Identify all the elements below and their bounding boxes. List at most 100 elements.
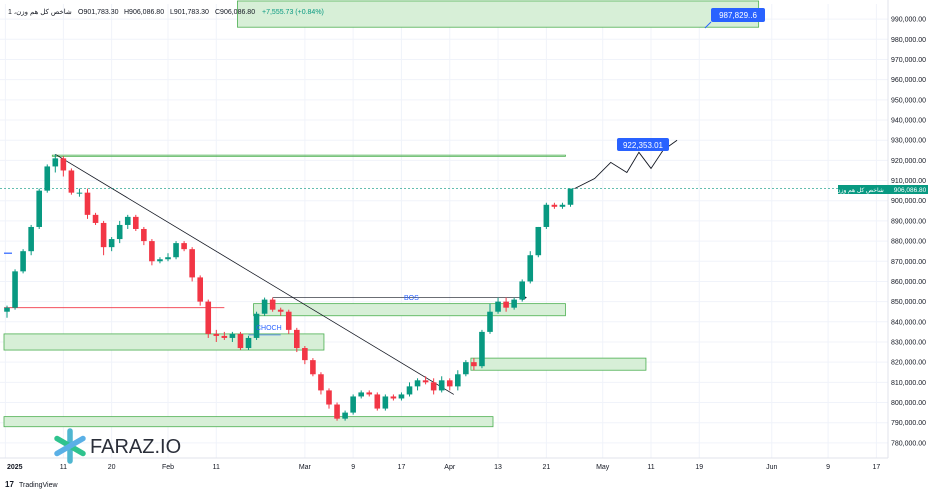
y-tick-label: 970,000.00 xyxy=(891,57,926,64)
demand-zone xyxy=(237,0,760,28)
candle-body xyxy=(567,188,574,205)
demand-zone xyxy=(3,416,494,428)
candle-body xyxy=(535,226,542,256)
choch-label: CHOCH xyxy=(256,325,282,332)
candle-body xyxy=(398,394,405,399)
target-tag-lower-label: 922,353.01 xyxy=(623,141,664,150)
y-tick-label: 980,000.00 xyxy=(891,37,926,44)
y-tick-label: 880,000.00 xyxy=(891,239,926,246)
x-tick-label: 17 xyxy=(873,464,881,471)
x-tick-label: Jun xyxy=(766,464,777,471)
candle-body xyxy=(519,281,525,300)
candle-body xyxy=(285,311,292,330)
y-tick-label: 890,000.00 xyxy=(891,218,926,225)
price-axis[interactable]: 990,000.00 980,000.00 970,000.00 960,000.00… xyxy=(887,0,926,458)
x-tick-label: 21 xyxy=(542,464,550,471)
y-tick-label: 950,000.00 xyxy=(891,97,926,104)
legend-symbol: شاخص کل هم وزن، 1 xyxy=(8,8,72,16)
candle-body xyxy=(471,362,477,367)
bos-label: BOS xyxy=(404,295,419,302)
candle-body xyxy=(221,335,228,338)
candle-body xyxy=(269,299,276,310)
y-tick-label: 810,000.00 xyxy=(891,380,926,387)
y-tick-label: 990,000.00 xyxy=(891,17,926,24)
legend-close: C906,086.80 xyxy=(215,9,255,16)
candle-body xyxy=(390,396,397,399)
demand-zone xyxy=(51,154,566,157)
candle-body xyxy=(366,392,373,395)
candle-body xyxy=(213,333,220,336)
tradingview-badge: 17 TradingView xyxy=(5,480,58,489)
candle-body xyxy=(181,243,187,250)
candle-body xyxy=(414,380,421,387)
faraz-logo: FARAZ.IO xyxy=(54,428,181,464)
candle-body xyxy=(157,259,163,262)
candle-body xyxy=(141,228,147,242)
candle-body xyxy=(76,192,83,194)
candle-body xyxy=(511,299,517,308)
candle-body xyxy=(44,166,51,191)
time-axis[interactable]: 2025 11 20 Feb 11 Mar 9 17 Apr 13 21 May 11 19 Jun 9 17 xyxy=(0,457,888,471)
candle-body xyxy=(318,374,324,391)
candle-body xyxy=(52,158,59,167)
y-tick-label: 790,000.00 xyxy=(891,420,926,427)
candle-body xyxy=(438,380,445,391)
candle-body xyxy=(446,380,453,387)
x-tick-label: 9 xyxy=(826,464,830,471)
candle-body xyxy=(116,224,123,240)
current-price-value: 906,086.80 xyxy=(894,187,927,194)
candle-body xyxy=(543,204,550,227)
y-tick-label: 780,000.00 xyxy=(891,440,926,447)
y-tick-label: 910,000.00 xyxy=(891,178,926,185)
trend-line xyxy=(55,153,454,395)
candle-body xyxy=(350,396,356,413)
candle-body xyxy=(60,158,67,171)
candle-body xyxy=(245,337,252,349)
candle-body xyxy=(382,396,389,409)
candle-body xyxy=(165,257,171,260)
y-tick-label: 960,000.00 xyxy=(891,77,926,84)
x-tick-label: Feb xyxy=(162,464,174,471)
candle-body xyxy=(406,386,413,395)
candle-body xyxy=(430,382,437,391)
candle-body xyxy=(197,277,203,302)
demand-zone xyxy=(253,303,566,317)
candle-body xyxy=(374,394,381,409)
candle-body xyxy=(503,301,509,308)
trend-lines xyxy=(0,153,838,395)
x-tick-label: 11 xyxy=(647,464,654,471)
current-price-name: شاخص کل هم وزن xyxy=(836,187,884,194)
annotations xyxy=(574,21,712,190)
candles xyxy=(4,154,574,421)
legend-high: H906,086.80 xyxy=(124,9,164,16)
candle-body xyxy=(310,360,316,375)
candle-body xyxy=(124,216,131,225)
candle-body xyxy=(108,239,115,248)
candle-body xyxy=(487,311,493,332)
legend-change: +7,555.73 (+0.84%) xyxy=(262,9,324,16)
x-tick-label: 2025 xyxy=(7,464,23,471)
x-tick-label: 13 xyxy=(494,464,502,471)
candle-body xyxy=(36,190,42,227)
candle-body xyxy=(479,331,485,367)
target-tag-lower: 922,353.01 xyxy=(617,138,669,151)
candle-body xyxy=(100,222,107,248)
candle-body xyxy=(422,380,429,383)
x-tick-label: 17 xyxy=(398,464,406,471)
x-tick-label: Mar xyxy=(299,464,312,471)
faraz-logo-text: FARAZ.IO xyxy=(90,436,181,458)
candle-body xyxy=(4,307,10,312)
y-tick-label: 870,000.00 xyxy=(891,259,926,266)
y-tick-label: 830,000.00 xyxy=(891,339,926,346)
candle-body xyxy=(28,226,34,252)
current-price-tag: شاخص کل هم وزن 906,086.80 xyxy=(836,185,928,194)
zones xyxy=(3,0,760,428)
tradingview-logo-icon: 17 xyxy=(5,480,14,489)
x-tick-label: 11 xyxy=(60,464,67,471)
y-tick-label: 850,000.00 xyxy=(891,299,926,306)
legend-open: O901,783.30 xyxy=(78,9,119,16)
candle-body xyxy=(173,243,179,258)
x-tick-label: May xyxy=(596,464,610,471)
candle-body xyxy=(463,362,469,375)
